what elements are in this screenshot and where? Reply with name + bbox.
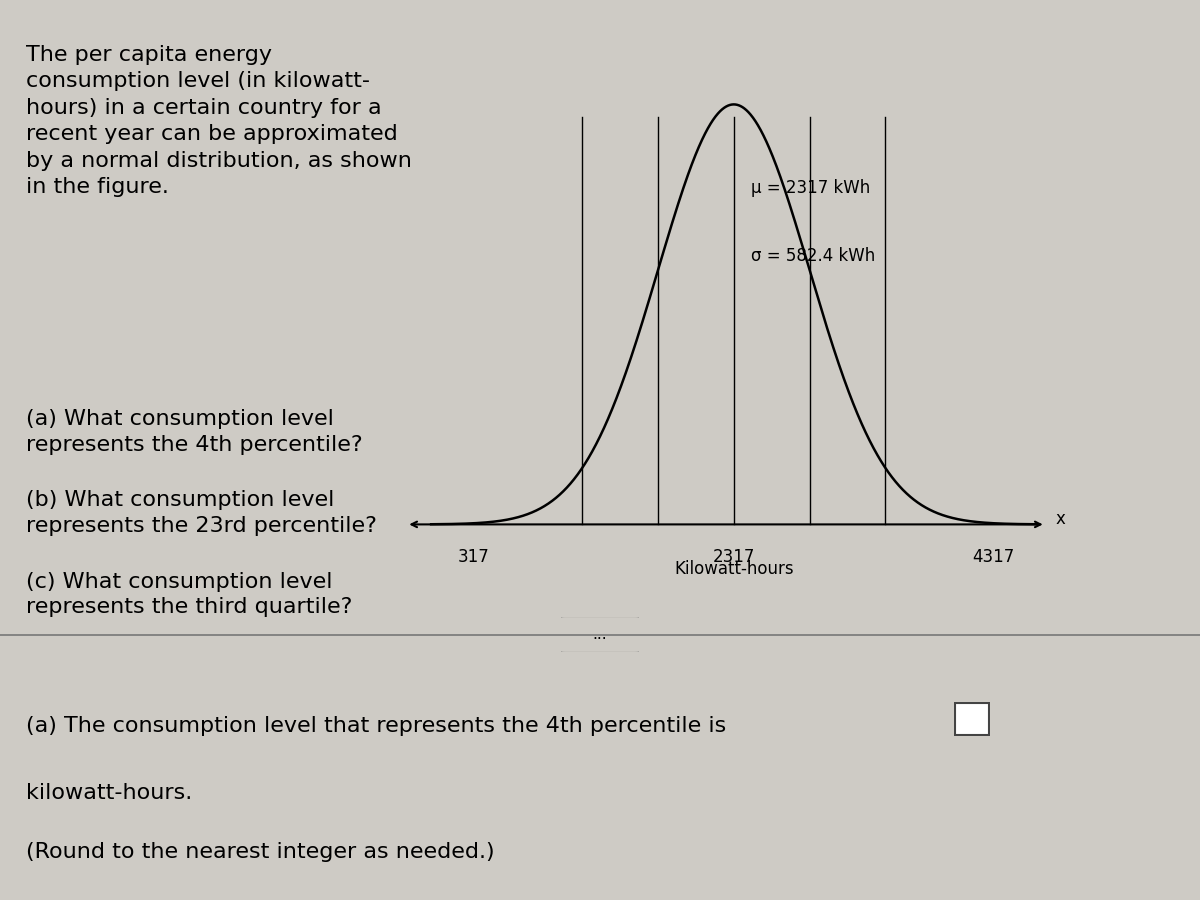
Text: (a) What consumption level
represents the 4th percentile?: (a) What consumption level represents th… [26, 410, 364, 455]
Text: x: x [1056, 510, 1066, 528]
Text: 4317: 4317 [972, 547, 1015, 565]
Text: kilowatt-hours.: kilowatt-hours. [26, 783, 193, 803]
Text: Kilowatt-hours: Kilowatt-hours [674, 560, 793, 578]
Text: (c) What consumption level
represents the third quartile?: (c) What consumption level represents th… [26, 572, 353, 617]
Text: μ = 2317 kWh: μ = 2317 kWh [751, 179, 870, 197]
FancyBboxPatch shape [955, 703, 989, 735]
Text: 317: 317 [458, 547, 490, 565]
Text: (b) What consumption level
represents the 23rd percentile?: (b) What consumption level represents th… [26, 491, 377, 536]
Text: (a) The consumption level that represents the 4th percentile is: (a) The consumption level that represent… [26, 716, 727, 735]
Text: 2317: 2317 [713, 547, 755, 565]
FancyBboxPatch shape [556, 616, 644, 653]
Text: (Round to the nearest integer as needed.): (Round to the nearest integer as needed.… [26, 842, 496, 861]
Text: The per capita energy
consumption level (in kilowatt-
hours) in a certain countr: The per capita energy consumption level … [26, 45, 413, 197]
Text: σ = 582.4 kWh: σ = 582.4 kWh [751, 247, 875, 265]
Text: ...: ... [593, 627, 607, 642]
